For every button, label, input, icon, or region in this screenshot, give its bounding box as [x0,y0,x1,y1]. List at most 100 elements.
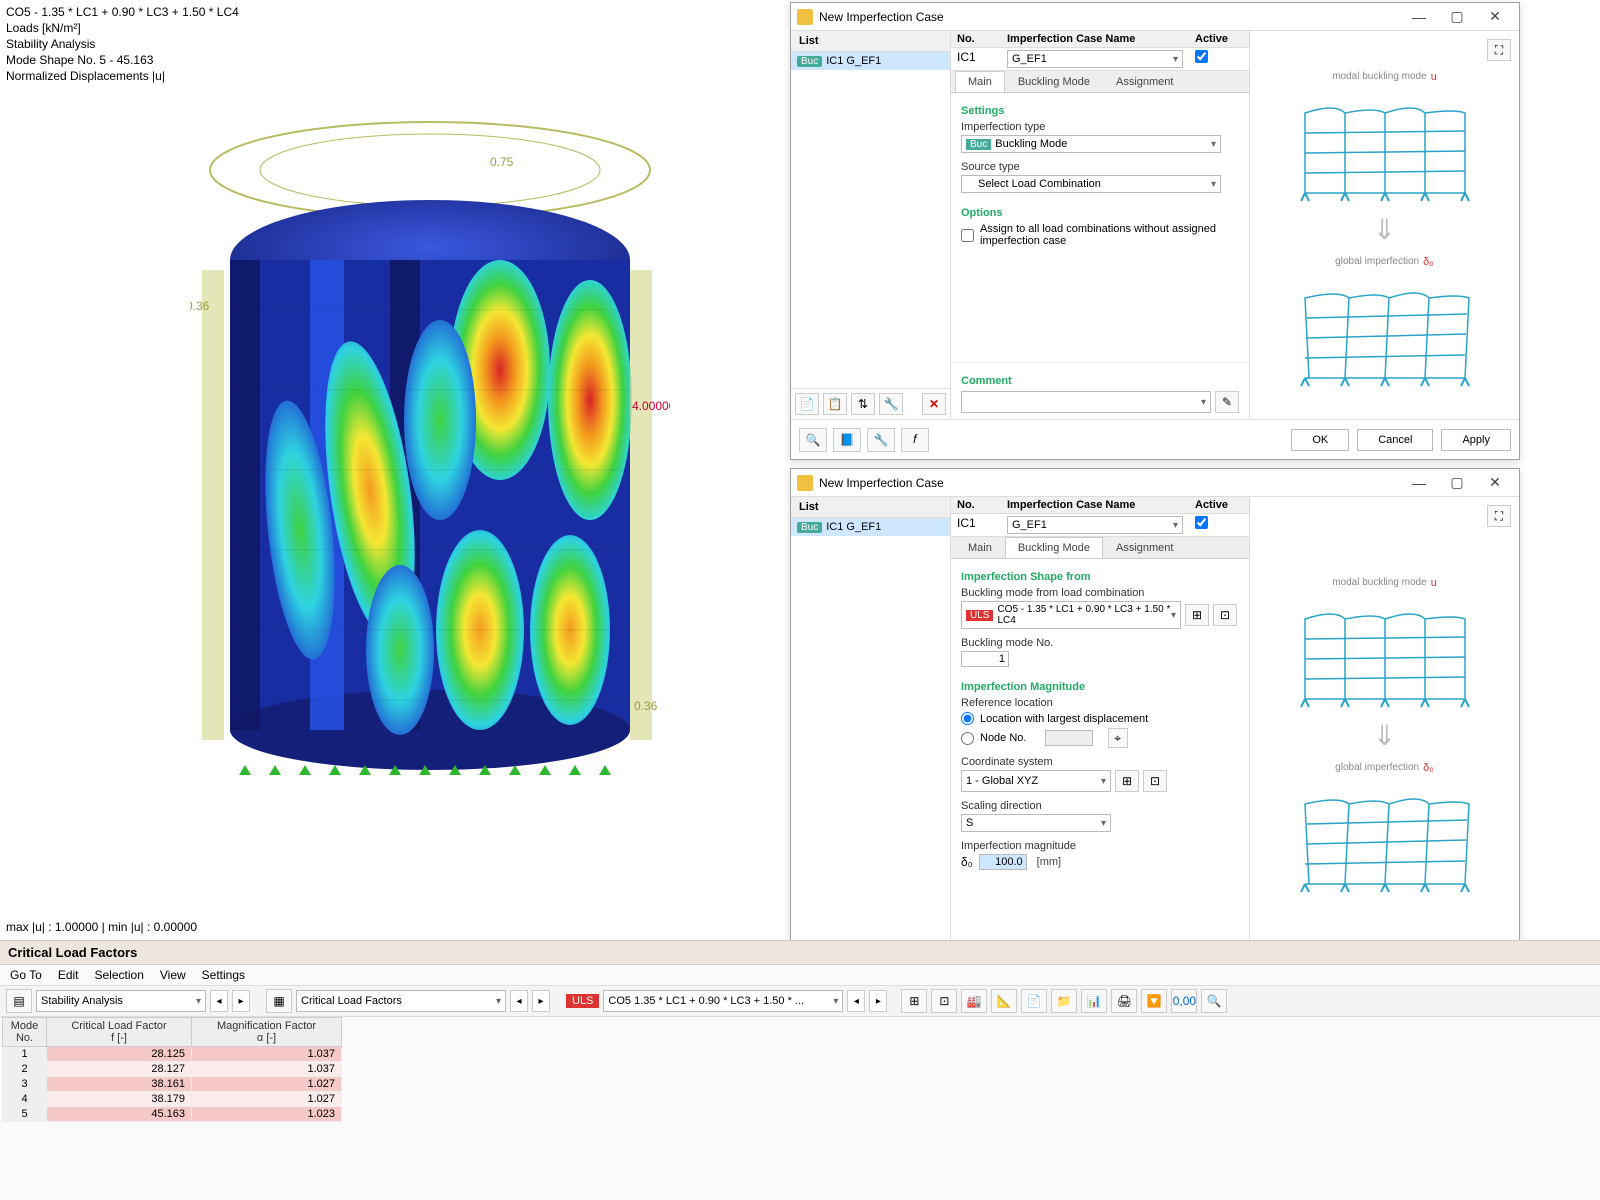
active-checkbox[interactable] [1195,516,1208,529]
pick-icon[interactable]: ⊞ [1185,604,1209,626]
tool2-icon[interactable]: 🔧 [867,428,895,452]
pick-node-icon[interactable]: ⌖ [1108,728,1128,748]
delete-icon[interactable]: ✕ [922,393,946,415]
col-no: No. [951,31,1001,47]
tb-icon[interactable]: 📁 [1051,989,1077,1013]
cs-combo[interactable]: 1 - Global XYZ [961,770,1111,792]
tb-icon[interactable]: 📄 [1021,989,1047,1013]
table-row[interactable]: 2 [3,1062,47,1077]
name-combo[interactable]: G_EF1 [1007,516,1183,534]
tb-icon[interactable]: 📊 [1081,989,1107,1013]
viewport-footer: max |u| : 1.00000 | min |u| : 0.00000 [6,920,197,934]
load-combo[interactable]: ULSCO5 - 1.35 * LC1 + 0.90 * LC3 + 1.50 … [961,601,1181,629]
menu-edit[interactable]: Edit [58,968,79,982]
list-item[interactable]: Buc IC1 G_EF1 [791,52,950,70]
panel-title: Critical Load Factors [0,941,1600,965]
expand-icon[interactable]: ⛶ [1487,39,1511,61]
dir-combo[interactable]: S [961,814,1111,832]
dialog-tabs: Main Buckling Mode Assignment [951,71,1249,93]
table-row[interactable]: 3 [3,1077,47,1092]
tb-icon[interactable]: 🖨 [1111,989,1137,1013]
menu-view[interactable]: View [160,968,186,982]
ok-button[interactable]: OK [1291,429,1349,451]
cs-icon2[interactable]: ⊡ [1143,770,1167,792]
list-item[interactable]: Buc IC1 G_EF1 [791,518,950,536]
help-icon[interactable]: 🔍 [799,428,827,452]
case-list-panel: List Buc IC1 G_EF1 📄 📋 ⇅ 🔧 ✕ [791,497,951,985]
list-badge: Buc [797,56,822,67]
dialog-title: New Imperfection Case [819,476,944,490]
pick2-icon[interactable]: ⊡ [1213,604,1237,626]
cancel-button[interactable]: Cancel [1357,429,1433,451]
dialog-titlebar[interactable]: New Imperfection Case — ▢ ✕ [791,3,1519,31]
settings-section: Settings Imperfection type BucBuckling M… [951,93,1249,257]
ref-node-radio[interactable]: Node No. ⌖ [961,728,1239,748]
ref-largest-radio[interactable]: Location with largest displacement [961,712,1239,725]
preview-panel: ⛶ modal buckling modeu ⇓ global imperfec… [1249,497,1519,985]
table-row[interactable]: 5 [3,1107,47,1122]
result-combo[interactable]: Critical Load Factors [296,990,506,1012]
maximize-button[interactable]: ▢ [1439,472,1475,494]
table-icon[interactable]: ▦ [266,989,292,1013]
preview-panel: ⛶ modal buckling modeu ⇓ global imperfec… [1249,31,1519,419]
col-active: Active [1189,31,1249,47]
no-value: IC1 [951,48,1001,70]
tb-icon[interactable]: ⊡ [931,989,957,1013]
viewport-info: CO5 - 1.35 * LC1 + 0.90 * LC3 + 1.50 * L… [6,4,239,84]
arrow-down-icon: ⇓ [1373,213,1396,246]
tab-assignment[interactable]: Assignment [1103,537,1186,558]
tab-main[interactable]: Main [955,537,1005,558]
tb-icon[interactable]: ⊞ [901,989,927,1013]
menu-settings[interactable]: Settings [202,968,245,982]
magnitude-field[interactable] [979,854,1027,870]
tb-icon[interactable]: 🏭 [961,989,987,1013]
panel-toolbar: ▤ Stability Analysis ◂▸ ▦ Critical Load … [0,986,1600,1017]
app-icon [797,475,813,491]
imperfection-type-combo[interactable]: BucBuckling Mode [961,135,1221,153]
tab-buckling[interactable]: Buckling Mode [1005,71,1103,92]
tb-icon[interactable]: 🔽 [1141,989,1167,1013]
tb-icon[interactable]: 📐 [991,989,1017,1013]
script-icon[interactable]: 𝑓 [901,428,929,452]
tab-assignment[interactable]: Assignment [1103,71,1186,92]
comment-edit-icon[interactable]: ✎ [1215,391,1239,413]
sort-icon[interactable]: ⇅ [851,393,875,415]
mode-no-field[interactable] [961,651,1009,667]
close-button[interactable]: ✕ [1477,6,1513,28]
minimize-button[interactable]: — [1401,472,1437,494]
apply-button[interactable]: Apply [1441,429,1511,451]
tb-icon[interactable]: 🔍 [1201,989,1227,1013]
dialog-titlebar[interactable]: New Imperfection Case — ▢ ✕ [791,469,1519,497]
table-row[interactable]: 1 [3,1047,47,1062]
expand-icon[interactable]: ⛶ [1487,505,1511,527]
info-icon[interactable]: 📘 [833,428,861,452]
arrow-down-icon: ⇓ [1373,719,1396,752]
minimize-button[interactable]: — [1401,6,1437,28]
critical-load-panel: Critical Load Factors Go To Edit Selecti… [0,940,1600,1200]
case-list-panel: List Buc IC1 G_EF1 📄 📋 ⇅ 🔧 ✕ [791,31,951,419]
analysis-combo[interactable]: Stability Analysis [36,990,206,1012]
tab-main[interactable]: Main [955,71,1005,92]
assign-all-checkbox[interactable]: Assign to all load combinations without … [961,223,1239,247]
next-icon[interactable]: ▸ [232,990,250,1012]
factors-table: Mode No. Critical Load Factor f [-] Magn… [2,1017,342,1122]
source-type-combo[interactable]: Select Load Combination [961,175,1221,193]
co-combo[interactable]: CO5 1.35 * LC1 + 0.90 * LC3 + 1.50 * ... [603,990,843,1012]
table-row[interactable]: 4 [3,1092,47,1107]
maximize-button[interactable]: ▢ [1439,6,1475,28]
tb-icon[interactable]: 0,00 [1171,989,1197,1013]
comment-combo[interactable] [961,391,1211,413]
menu-selection[interactable]: Selection [95,968,144,982]
tree-icon[interactable]: ▤ [6,989,32,1013]
model-viewport[interactable]: CO5 - 1.35 * LC1 + 0.90 * LC3 + 1.50 * L… [0,0,780,940]
tool-icon[interactable]: 🔧 [879,393,903,415]
menu-goto[interactable]: Go To [10,968,42,982]
prev-icon[interactable]: ◂ [210,990,228,1012]
new-icon[interactable]: 📄 [795,393,819,415]
active-checkbox[interactable] [1195,50,1208,63]
copy-icon[interactable]: 📋 [823,393,847,415]
tab-buckling[interactable]: Buckling Mode [1005,537,1103,558]
cs-icon1[interactable]: ⊞ [1115,770,1139,792]
name-combo[interactable]: G_EF1 [1007,50,1183,68]
close-button[interactable]: ✕ [1477,472,1513,494]
